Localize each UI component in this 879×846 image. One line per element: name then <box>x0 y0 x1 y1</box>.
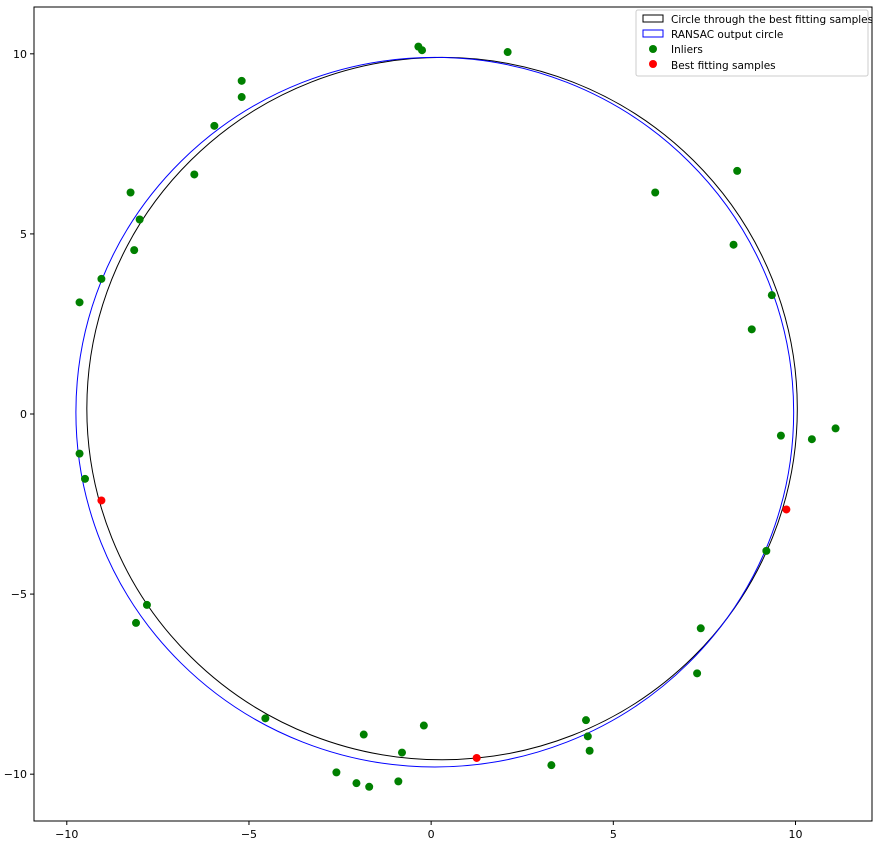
x-tick-label: 5 <box>610 828 617 841</box>
plot-area <box>34 7 872 821</box>
legend-label-inliers: Inliers <box>671 44 703 56</box>
inlier-point <box>132 618 141 627</box>
x-tick-label: 0 <box>428 828 435 841</box>
inlier-point <box>394 777 403 786</box>
legend-patch-best-circle <box>642 14 664 23</box>
legend-label-best-samples: Best fitting samples <box>671 60 776 72</box>
inlier-point <box>729 240 738 249</box>
inlier-point <box>75 298 84 307</box>
inlier-point <box>581 716 590 725</box>
inlier-point <box>365 782 374 791</box>
inlier-point <box>651 188 660 197</box>
inlier-point <box>237 76 246 85</box>
ransac-output-circle <box>75 56 795 768</box>
y-tick-label: 10 <box>13 48 27 61</box>
x-tick-label: −5 <box>241 828 257 841</box>
x-tick-label: 10 <box>788 828 802 841</box>
legend-label-best-circle: Circle through the best fitting samples <box>671 14 873 26</box>
inlier-point <box>142 600 151 609</box>
points-layer <box>75 42 840 791</box>
best-sample-point <box>472 753 481 762</box>
inlier-point <box>733 166 742 175</box>
legend-label-ransac-circle: RANSAC output circle <box>671 29 783 41</box>
inlier-point <box>261 714 270 723</box>
legend-marker-inliers <box>649 45 657 53</box>
y-tick-label: −10 <box>4 768 27 781</box>
inlier-point <box>237 93 246 102</box>
best-sample-point <box>782 505 791 514</box>
inlier-point <box>419 721 428 730</box>
inlier-point <box>831 424 840 433</box>
y-axis: −10 −5 0 5 10 <box>4 48 34 781</box>
y-tick-label: 0 <box>20 408 27 421</box>
inlier-point <box>585 746 594 755</box>
inlier-point <box>583 732 592 741</box>
inlier-point <box>693 669 702 678</box>
inlier-point <box>762 546 771 555</box>
inlier-point <box>81 474 90 483</box>
inlier-point <box>547 761 556 770</box>
inlier-point <box>807 435 816 444</box>
legend-patch-ransac-circle <box>642 29 664 38</box>
inlier-point <box>190 170 199 179</box>
best-sample-point <box>97 496 106 505</box>
inlier-point <box>767 291 776 300</box>
y-tick-label: 5 <box>20 228 27 241</box>
inlier-point <box>130 246 139 255</box>
inlier-point <box>503 48 512 57</box>
inlier-point <box>359 730 368 739</box>
inlier-point <box>397 748 406 757</box>
x-tick-label: −10 <box>55 828 78 841</box>
inlier-point <box>747 325 756 334</box>
inlier-point <box>418 46 427 55</box>
inlier-point <box>332 768 341 777</box>
legend: Circle through the best fitting samples … <box>635 9 873 77</box>
circles-layer <box>75 56 798 768</box>
inlier-point <box>776 431 785 440</box>
legend-marker-best-samples <box>649 60 657 68</box>
y-tick-label: −5 <box>11 588 27 601</box>
inlier-point <box>696 624 705 633</box>
inlier-point <box>352 779 361 788</box>
inlier-point <box>210 121 219 130</box>
inlier-point <box>126 188 135 197</box>
inlier-point <box>97 274 106 283</box>
inlier-point <box>75 449 84 458</box>
legend-box <box>635 9 869 77</box>
inlier-point <box>135 215 144 224</box>
x-axis: −10 −5 0 5 10 <box>55 821 802 841</box>
